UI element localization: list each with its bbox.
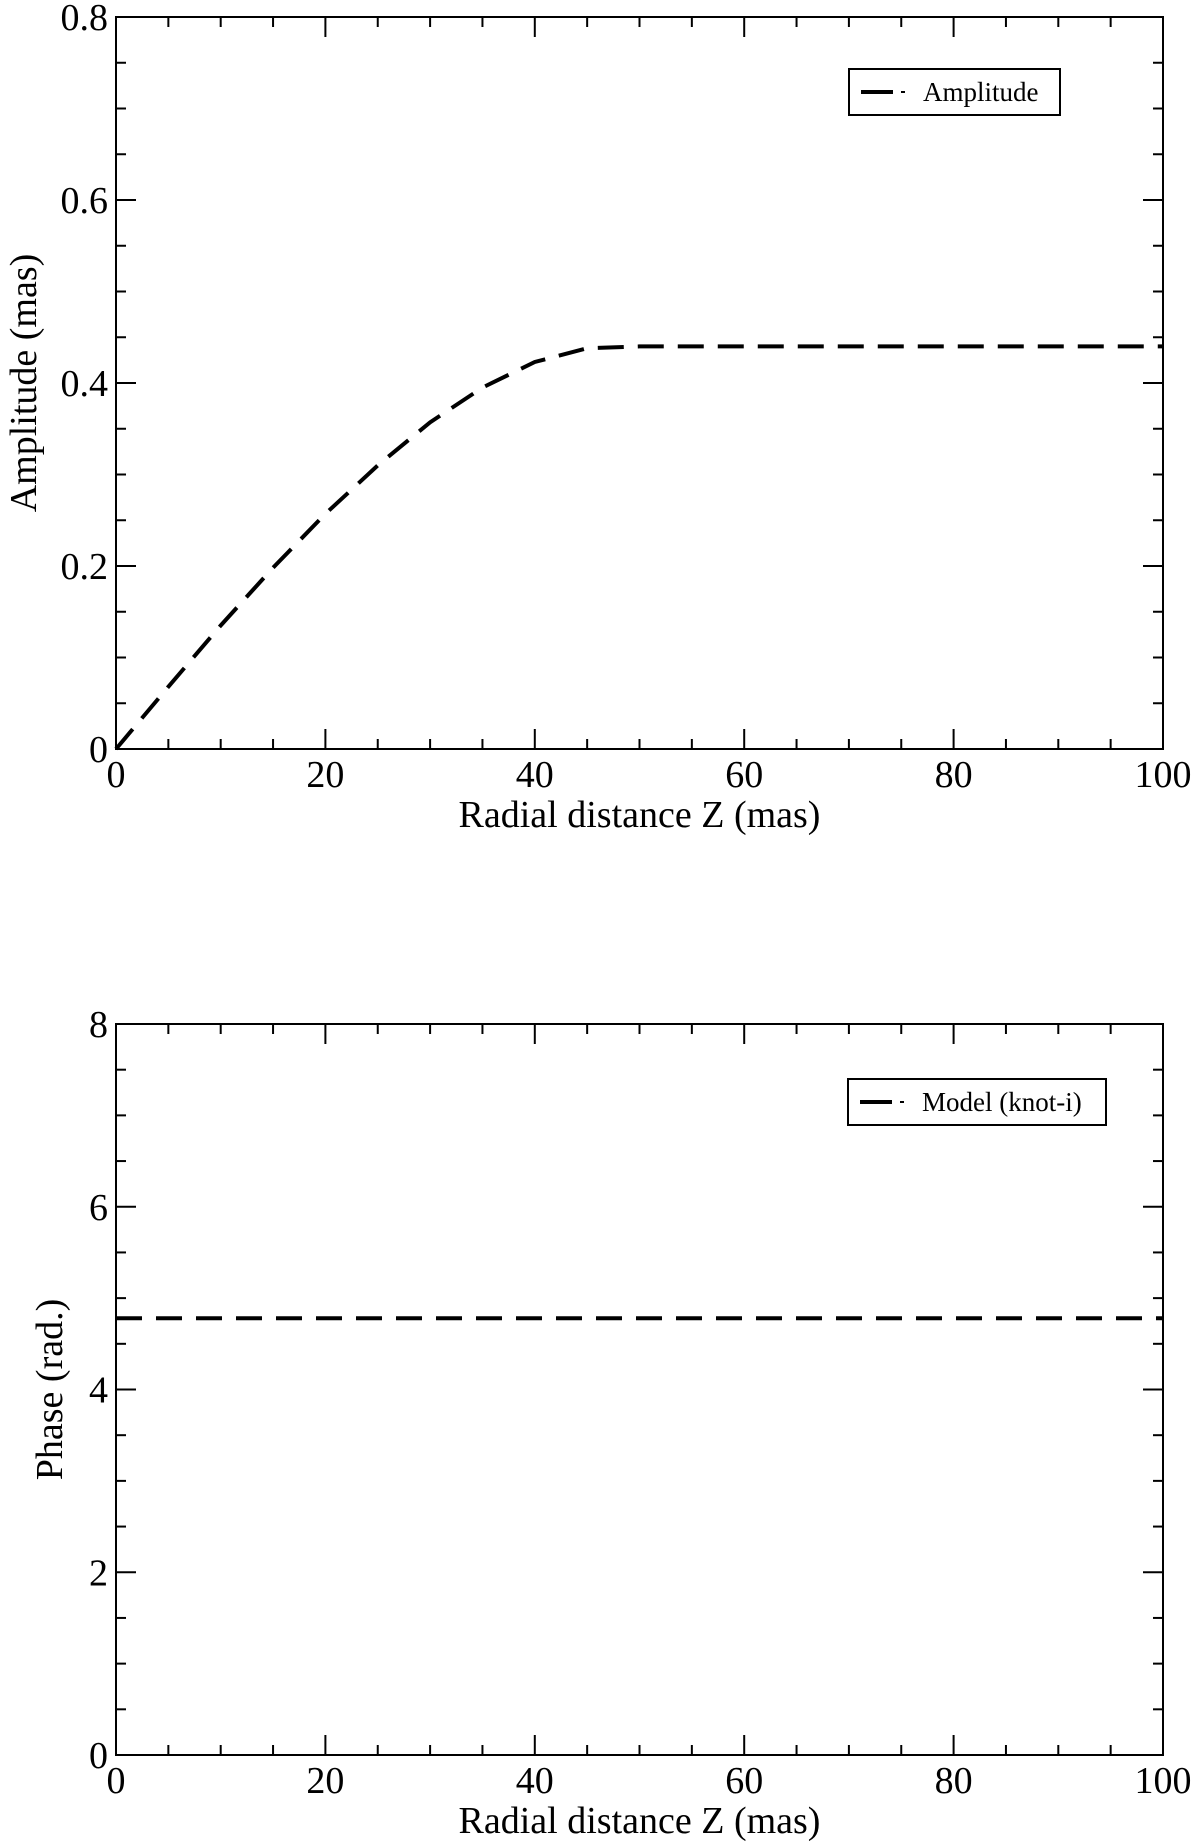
x-tick-label: 40 xyxy=(516,754,554,796)
x-axis-label: Radial distance Z (mas) xyxy=(459,794,821,836)
y-tick-label: 2 xyxy=(89,1552,108,1594)
x-tick-label: 20 xyxy=(306,754,344,796)
legend-label: Amplitude xyxy=(923,77,1039,107)
x-tick-label: 100 xyxy=(1135,1760,1192,1802)
legend-label: Model (knot-i) xyxy=(922,1087,1082,1117)
tick-marks xyxy=(115,16,1164,750)
plot-frame xyxy=(115,1023,1164,1756)
x-tick-label: 80 xyxy=(935,754,973,796)
y-axis-label: Amplitude (mas) xyxy=(3,254,45,513)
plot-frame xyxy=(115,16,1164,750)
y-tick-label: 4 xyxy=(89,1370,108,1412)
y-axis-label: Phase (rad.) xyxy=(29,1299,71,1480)
x-tick-label: 100 xyxy=(1135,754,1192,796)
x-axis-label: Radial distance Z (mas) xyxy=(459,1800,821,1842)
x-tick-labels: 0 20 40 60 80 100 xyxy=(107,754,1192,796)
series-line xyxy=(114,344,1163,751)
legend: Amplitude xyxy=(848,68,1061,116)
series-lines xyxy=(114,344,1163,751)
phase-chart: 0 20 40 60 80 100 0 2 4 6 8 Radial distance Z (ma… xyxy=(29,1004,1192,1842)
y-tick-label: 0.6 xyxy=(61,180,109,222)
x-tick-labels: 0 20 40 60 80 100 xyxy=(107,1760,1192,1802)
x-tick-label: 0 xyxy=(107,754,126,796)
y-tick-labels: 0 2 4 6 8 xyxy=(89,1004,108,1777)
x-tick-label: 60 xyxy=(725,754,763,796)
x-tick-label: 80 xyxy=(935,1760,973,1802)
y-tick-label: 0 xyxy=(89,1735,108,1777)
y-tick-labels: 0 0.2 0.4 0.6 0.8 xyxy=(61,0,109,771)
y-tick-label: 0.8 xyxy=(61,0,109,39)
y-tick-label: 8 xyxy=(89,1004,108,1046)
x-tick-label: 20 xyxy=(306,1760,344,1802)
y-tick-label: 0.2 xyxy=(61,546,109,588)
x-tick-label: 60 xyxy=(725,1760,763,1802)
y-tick-label: 0.4 xyxy=(61,363,109,405)
legend: Model (knot-i) xyxy=(847,1078,1107,1126)
tick-marks xyxy=(115,1023,1164,1756)
amplitude-chart: 0 20 40 60 80 100 0 0.2 0.4 0.6 0.8 Radial distan… xyxy=(3,0,1192,836)
y-tick-label: 6 xyxy=(89,1187,108,1229)
x-tick-label: 0 xyxy=(107,1760,126,1802)
x-tick-label: 40 xyxy=(516,1760,554,1802)
y-tick-label: 0 xyxy=(89,729,108,771)
